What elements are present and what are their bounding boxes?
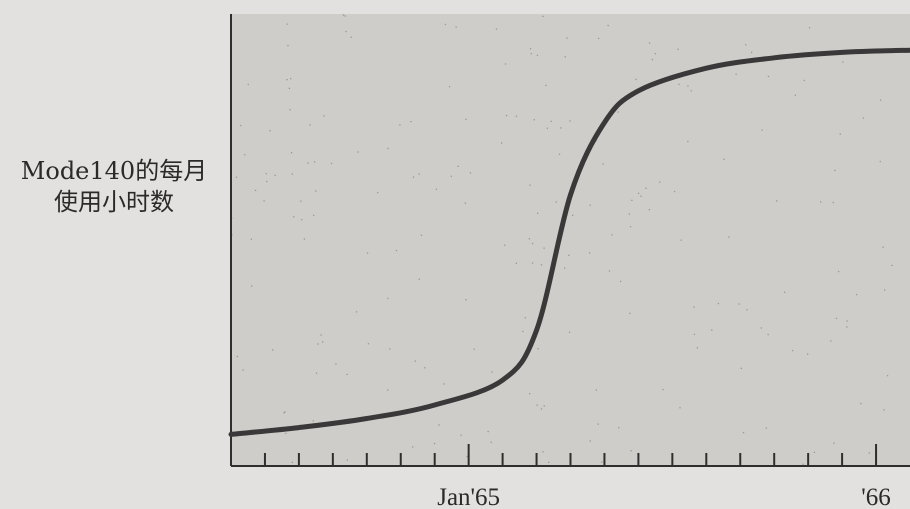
plot-area — [231, 14, 910, 466]
series-line — [228, 47, 910, 437]
x-tick-label: '66 — [861, 484, 891, 509]
y-axis-label: Mode140的每月 使用小时数 — [0, 156, 228, 218]
y-axis-label-line-2: 使用小时数 — [54, 188, 174, 216]
y-axis-label-line-1: Mode140的每月 — [20, 157, 208, 185]
x-tick-label: Jan'65 — [437, 484, 500, 509]
